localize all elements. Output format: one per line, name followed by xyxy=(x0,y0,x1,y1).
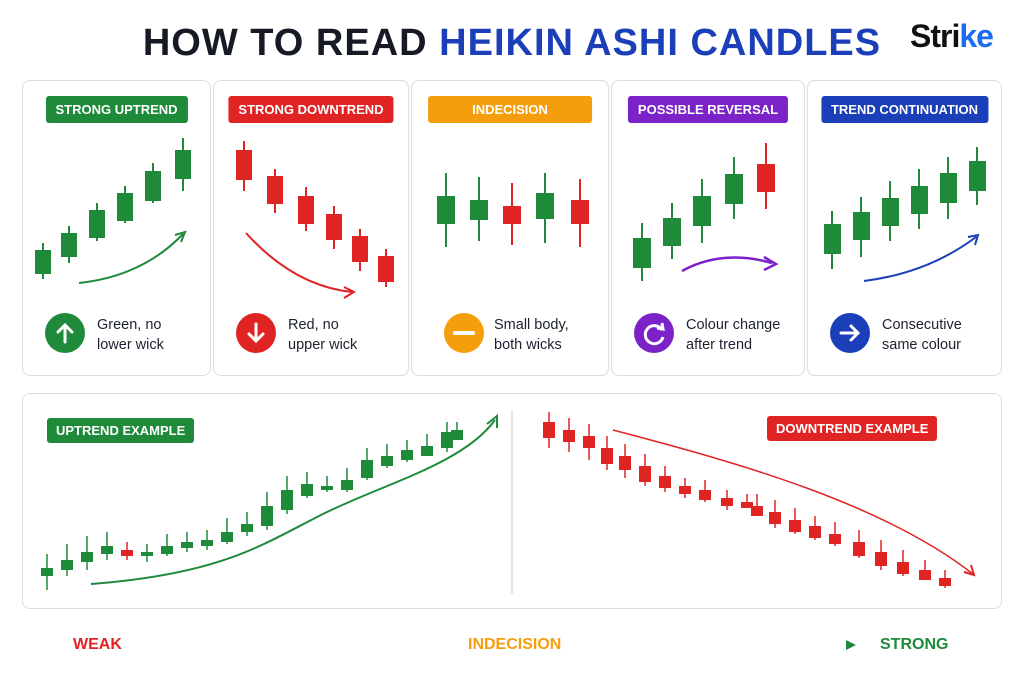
candle-body xyxy=(261,506,273,526)
candle-body xyxy=(897,562,909,574)
candle-body xyxy=(451,430,463,440)
card-possible-reversal: POSSIBLE REVERSAL Colour change after tre… xyxy=(611,80,805,376)
card-indecision: INDECISION Small body, both wicks xyxy=(411,80,609,376)
candle-body xyxy=(341,480,353,490)
candle-body xyxy=(699,490,711,500)
downtrend-example-candles xyxy=(543,412,951,588)
strength-scale: WEAK INDECISION STRONG xyxy=(0,630,1024,660)
arrow-right-icon xyxy=(830,313,870,353)
card-trend-continuation: TREND CONTINUATION Consecutive same colou… xyxy=(807,80,1002,376)
candle-body xyxy=(61,560,73,570)
candle-body xyxy=(201,540,213,546)
downtrend-candles xyxy=(236,141,394,299)
downtrend-example-label: DOWNTREND EXAMPLE xyxy=(767,416,938,441)
card-label: TREND CONTINUATION xyxy=(820,96,989,123)
candle-body xyxy=(161,546,173,554)
uptrend-example-candles xyxy=(41,422,463,590)
candle-body xyxy=(919,570,931,580)
page-title: HOW TO READ HEIKIN ASHI CANDLES xyxy=(0,22,1024,65)
candle-body xyxy=(619,456,631,470)
candle-body xyxy=(41,568,53,576)
candle-body xyxy=(659,476,671,488)
candle-body xyxy=(721,498,733,506)
candle-body xyxy=(875,552,887,566)
candle-body xyxy=(601,448,613,464)
candle-body xyxy=(121,550,133,556)
candle-body xyxy=(241,524,253,532)
arrow-down-icon xyxy=(236,313,276,353)
candle-body xyxy=(281,490,293,510)
candle-body xyxy=(361,460,373,478)
strike-logo: Strike xyxy=(910,18,994,55)
candle-body xyxy=(769,512,781,524)
candle-body xyxy=(853,542,865,556)
candle-body xyxy=(639,466,651,482)
candle-body xyxy=(181,542,193,548)
candle-body xyxy=(939,578,951,586)
candle-body xyxy=(563,430,575,442)
candle-body xyxy=(381,456,393,466)
examples-chart xyxy=(41,410,976,594)
candle-body xyxy=(81,552,93,562)
logo-accent: ke xyxy=(959,18,994,54)
candle-body xyxy=(751,506,763,516)
card-description: Green, no lower wick xyxy=(97,317,164,353)
card-label: STRONG UPTREND xyxy=(45,96,188,123)
candle-body xyxy=(741,502,753,508)
candle-body xyxy=(829,534,841,544)
candle-body xyxy=(441,432,453,448)
candle-body xyxy=(789,520,801,532)
uptrend-arrow xyxy=(90,419,496,585)
candle-body xyxy=(809,526,821,538)
candle-body xyxy=(101,546,113,554)
card-strong-uptrend: STRONG UPTREND Green, no lower wick xyxy=(22,80,211,376)
title-main: HOW TO READ xyxy=(142,22,440,64)
card-label: POSSIBLE REVERSAL xyxy=(627,96,789,123)
candle-body xyxy=(583,436,595,448)
card-description: Small body, both wicks xyxy=(494,317,569,353)
scale-indecision: INDECISION xyxy=(468,636,562,653)
candle-body xyxy=(421,446,433,456)
scale-strong: STRONG xyxy=(880,636,949,653)
candle-body xyxy=(401,450,413,460)
scale-weak: WEAK xyxy=(73,636,122,653)
continuation-candles xyxy=(824,147,986,282)
title-accent: HEIKIN ASHI CANDLES xyxy=(439,22,882,64)
arrow-up-icon xyxy=(45,313,85,353)
uptrend-example-label: UPTREND EXAMPLE xyxy=(47,418,195,443)
minus-icon xyxy=(444,313,484,353)
candle-body xyxy=(321,486,333,490)
card-description: Colour change after trend xyxy=(686,317,781,353)
card-strong-downtrend: STRONG DOWNTREND Red, no upper wick xyxy=(213,80,409,376)
examples-panel: UPTREND EXAMPLE DOWNTREND EXAMPLE xyxy=(22,393,1002,609)
candle-body xyxy=(301,484,313,496)
reversal-candles xyxy=(633,143,779,281)
candle-body xyxy=(543,422,555,438)
indecision-candles xyxy=(437,173,589,247)
candle-body xyxy=(221,532,233,542)
card-description: Consecutive same colour xyxy=(882,317,962,353)
candle-body xyxy=(141,552,153,556)
downtrend-arrow xyxy=(612,429,974,575)
card-label: INDECISION xyxy=(428,96,592,123)
uptrend-candles xyxy=(35,138,191,284)
refresh-icon xyxy=(634,313,674,353)
candle-body xyxy=(679,486,691,494)
logo-text: Stri xyxy=(910,18,960,54)
card-description: Red, no upper wick xyxy=(288,317,358,353)
card-label: STRONG DOWNTREND xyxy=(228,96,394,123)
